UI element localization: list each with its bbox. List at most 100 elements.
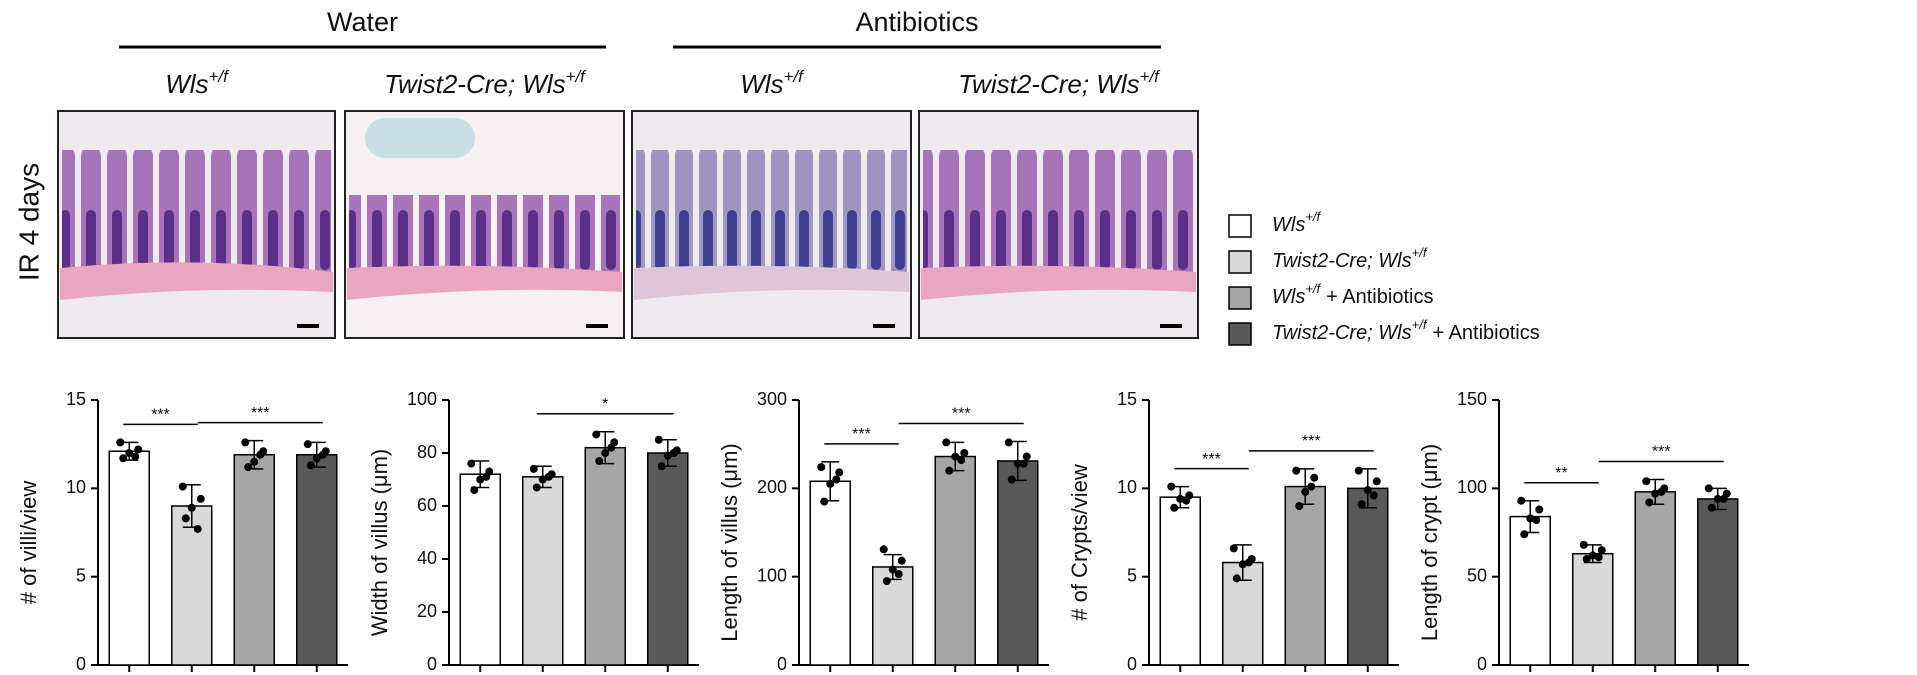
y-tick-label: 10 <box>66 477 86 497</box>
villi <box>923 150 1194 275</box>
data-point <box>1713 494 1722 503</box>
significance-label: ** <box>1555 465 1567 482</box>
data-point <box>1645 498 1654 507</box>
y-tick-label: 200 <box>757 477 787 497</box>
data-point <box>1170 503 1179 512</box>
data-point <box>1642 477 1651 486</box>
data-point <box>244 463 253 472</box>
y-tick-label: 15 <box>1117 389 1137 409</box>
data-point <box>1520 530 1529 539</box>
data-point <box>960 449 969 457</box>
data-point <box>835 468 844 477</box>
column-label: Twist2-Cre; Wls+/f <box>958 67 1161 98</box>
significance-label: *** <box>1302 433 1321 450</box>
data-point <box>663 451 672 460</box>
data-point <box>1004 438 1013 447</box>
y-tick-label: 5 <box>76 565 86 585</box>
data-point <box>544 472 553 481</box>
significance-label: * <box>602 396 608 413</box>
label-sup: +/f <box>1412 245 1428 260</box>
data-point <box>1310 473 1319 482</box>
data-point <box>951 452 960 461</box>
group-title: Antibiotics <box>855 7 978 37</box>
data-point <box>1232 574 1241 583</box>
bar <box>296 454 338 666</box>
legend-label: Wls+/f <box>1272 209 1322 236</box>
y-tick-label: 10 <box>1117 477 1137 497</box>
y-tick-label: 0 <box>1477 654 1487 674</box>
data-point <box>888 565 897 574</box>
data-point <box>1022 452 1031 461</box>
legend-label: Wls+/f + Antibiotics <box>1272 281 1433 308</box>
tissue-layer <box>634 265 909 300</box>
significance-label: *** <box>1202 451 1221 468</box>
data-point <box>1019 459 1028 468</box>
significance-label: *** <box>1652 444 1671 461</box>
label-sup: +/f <box>1412 317 1428 332</box>
data-point <box>1176 494 1185 503</box>
bar <box>522 476 564 666</box>
label-sup: +/f <box>1305 209 1321 224</box>
data-point <box>467 459 476 468</box>
y-tick-label: 300 <box>757 389 787 409</box>
y-axis-label: Length of villus (μm) <box>717 443 742 642</box>
significance-label: *** <box>952 406 971 423</box>
label-main: Wls <box>165 69 208 99</box>
y-tick-label: 100 <box>407 389 437 409</box>
bar <box>459 473 501 666</box>
label-sup: +/f <box>1140 67 1162 86</box>
data-point <box>193 524 202 533</box>
y-tick-label: 80 <box>417 442 437 462</box>
data-point <box>1651 489 1660 498</box>
scale-bar <box>586 324 608 328</box>
data-point <box>1182 496 1191 505</box>
bar <box>1347 487 1389 666</box>
data-point <box>250 457 259 466</box>
data-point <box>318 450 327 459</box>
data-point <box>1363 486 1372 495</box>
data-point <box>826 479 835 488</box>
data-point <box>897 556 906 565</box>
bar <box>809 480 851 666</box>
bar <box>1509 515 1551 666</box>
data-point <box>879 545 888 554</box>
data-point <box>894 570 903 579</box>
y-tick-label: 150 <box>1457 389 1487 409</box>
data-point <box>1597 546 1606 555</box>
data-point <box>1167 482 1176 491</box>
bar <box>1697 498 1739 666</box>
scale-bar <box>297 324 319 328</box>
data-point <box>1354 466 1363 475</box>
data-point <box>1707 503 1716 512</box>
significance-label: *** <box>251 405 270 422</box>
y-tick-label: 20 <box>417 601 437 621</box>
data-point <box>882 577 891 586</box>
data-point <box>832 475 841 484</box>
data-point <box>1535 505 1544 514</box>
data-point <box>532 483 541 492</box>
data-point <box>178 482 187 491</box>
data-point <box>187 503 196 512</box>
column-label: Twist2-Cre; Wls+/f <box>384 67 587 98</box>
data-point <box>1719 494 1728 503</box>
data-point <box>306 461 315 470</box>
label-main: Twist2-Cre; Wls <box>1272 322 1412 344</box>
data-point <box>1579 540 1588 549</box>
legend-swatch <box>1228 286 1252 310</box>
data-point <box>1357 500 1366 509</box>
significance-label: *** <box>852 426 871 443</box>
y-tick-label: 0 <box>1127 654 1137 674</box>
legend-swatch <box>1228 250 1252 274</box>
histology-images <box>57 110 1199 339</box>
y-tick-label: 0 <box>777 654 787 674</box>
legend-swatch <box>1228 322 1252 346</box>
label-sup: +/f <box>209 67 231 86</box>
bar <box>584 446 626 666</box>
data-point <box>1704 484 1713 493</box>
data-point <box>116 438 125 447</box>
data-point <box>131 452 140 461</box>
data-point <box>538 475 547 484</box>
data-point <box>957 456 966 465</box>
